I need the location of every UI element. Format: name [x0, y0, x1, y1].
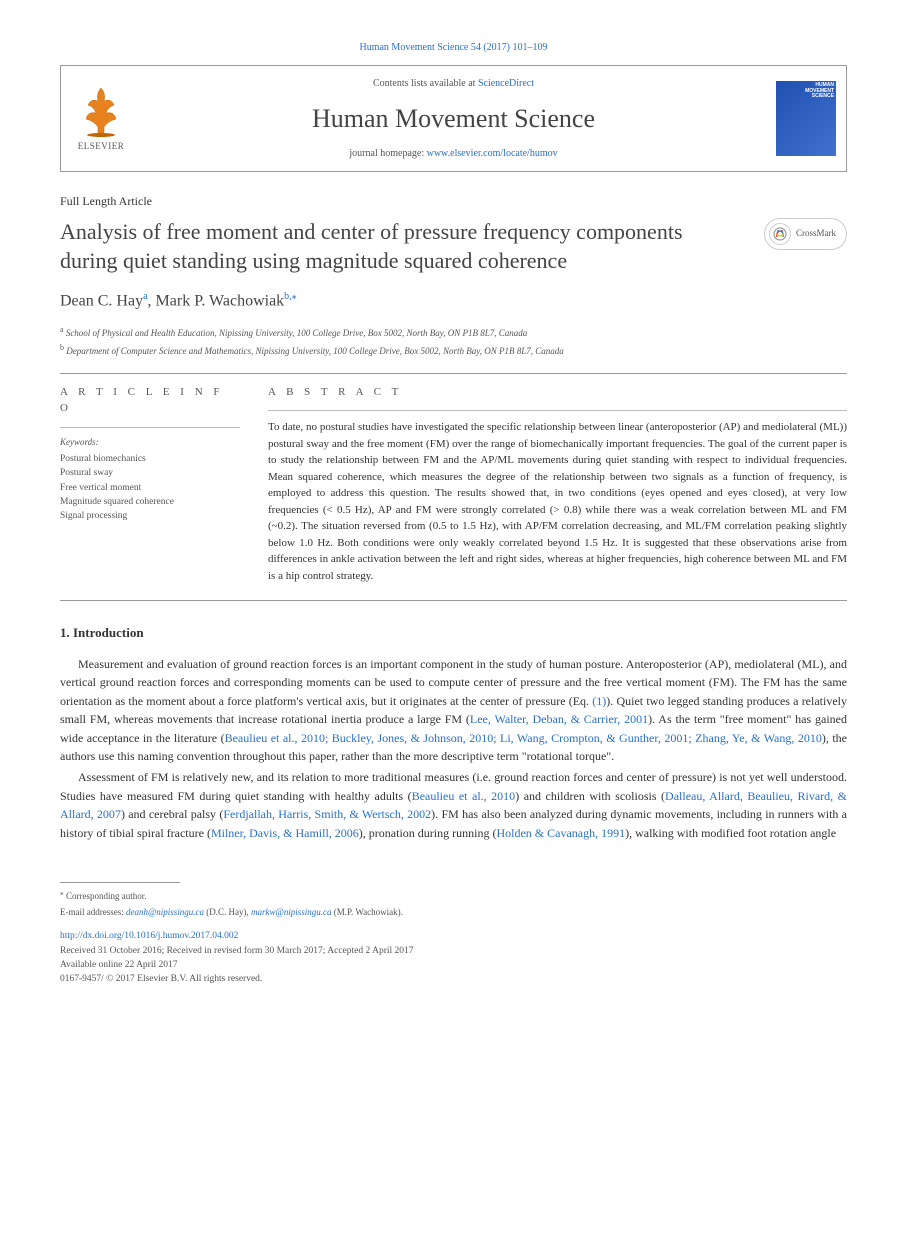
contents-list-line: Contents lists available at ScienceDirec… — [373, 76, 534, 91]
ref-lee-2001[interactable]: Lee, Walter, Deban, & Carrier, 2001 — [470, 712, 648, 726]
footnote-rule — [60, 882, 180, 883]
email-1-name: (D.C. Hay), — [204, 907, 251, 917]
ref-holden-1991[interactable]: Holden & Cavanagh, 1991 — [496, 826, 625, 840]
email-label: E-mail addresses: — [60, 907, 126, 917]
header-center: Contents lists available at ScienceDirec… — [141, 66, 766, 171]
elsevier-tree-icon — [76, 83, 126, 138]
author-sep: , — [148, 293, 156, 310]
keywords-label: Keywords: — [60, 436, 240, 450]
affiliation-a: a School of Physical and Health Educatio… — [60, 324, 847, 341]
intro-heading: 1. Introduction — [60, 623, 847, 643]
keyword-4: Signal processing — [60, 509, 240, 523]
abstract-text: To date, no postural studies have invest… — [268, 419, 847, 584]
journal-cover-block: HUMAN MOVEMENT SCIENCE — [766, 66, 846, 171]
title-row: Analysis of free moment and center of pr… — [60, 218, 847, 275]
email-2-link[interactable]: markw@nipissingu.ca — [251, 907, 332, 917]
journal-title: Human Movement Science — [312, 99, 595, 138]
email-2-name: (M.P. Wachowiak). — [332, 907, 403, 917]
p2-t3: ) and cerebral palsy ( — [121, 807, 223, 821]
publisher-name: ELSEVIER — [78, 140, 125, 154]
abstract-column: A B S T R A C T To date, no postural stu… — [268, 384, 847, 585]
p2-t5: ), pronation during running ( — [359, 826, 497, 840]
page-footer: ⁎ Corresponding author. E-mail addresses… — [60, 882, 847, 986]
email-1-link[interactable]: deanh@nipissingu.ca — [126, 907, 204, 917]
author-2-corr: ⁎ — [292, 291, 297, 302]
homepage-line: journal homepage: www.elsevier.com/locat… — [349, 146, 557, 161]
publisher-logo-block: ELSEVIER — [61, 66, 141, 171]
abstract-sub-rule — [268, 410, 847, 411]
history-line: Received 31 October 2016; Received in re… — [60, 944, 847, 958]
p2-t2: ) and children with scoliosis ( — [515, 789, 665, 803]
article-info-heading: A R T I C L E I N F O — [60, 384, 240, 417]
abstract-heading: A B S T R A C T — [268, 384, 847, 401]
journal-header: ELSEVIER Contents lists available at Sci… — [60, 65, 847, 172]
cover-line-3: SCIENCE — [805, 94, 834, 100]
corr-text: Corresponding author. — [64, 891, 147, 901]
sciencedirect-link[interactable]: ScienceDirect — [478, 78, 534, 89]
article-info-column: A R T I C L E I N F O Keywords: Postural… — [60, 384, 240, 585]
rule-above-abstract — [60, 373, 847, 374]
available-online-line: Available online 22 April 2017 — [60, 958, 847, 972]
email-line: E-mail addresses: deanh@nipissingu.ca (D… — [60, 906, 847, 920]
crossmark-label: CrossMark — [796, 227, 836, 241]
crossmark-badge[interactable]: CrossMark — [764, 218, 847, 250]
author-2: Mark P. Wachowiak — [156, 293, 285, 310]
doi-link[interactable]: http://dx.doi.org/10.1016/j.humov.2017.0… — [60, 931, 238, 941]
author-list: Dean C. Haya, Mark P. Wachowiakb,⁎ — [60, 289, 847, 313]
contents-prefix: Contents lists available at — [373, 78, 478, 89]
issn-copyright-line: 0167-9457/ © 2017 Elsevier B.V. All righ… — [60, 972, 847, 986]
article-type: Full Length Article — [60, 192, 847, 210]
info-abstract-row: A R T I C L E I N F O Keywords: Postural… — [60, 384, 847, 585]
crossmark-icon — [769, 223, 791, 245]
affil-b-text: Department of Computer Science and Mathe… — [64, 346, 564, 356]
info-sub-rule — [60, 427, 240, 428]
keyword-1: Postural sway — [60, 466, 240, 480]
affiliation-b: b Department of Computer Science and Mat… — [60, 342, 847, 359]
ref-beaulieu-2010[interactable]: Beaulieu et al., 2010 — [412, 789, 516, 803]
journal-cover-icon: HUMAN MOVEMENT SCIENCE — [776, 81, 836, 156]
author-2-affil: b, — [284, 291, 292, 302]
p2-t6: ), walking with modified foot rotation a… — [625, 826, 836, 840]
intro-para-1: Measurement and evaluation of ground rea… — [60, 655, 847, 767]
homepage-prefix: journal homepage: — [349, 148, 426, 159]
ref-beaulieu-group[interactable]: Beaulieu et al., 2010; Buckley, Jones, &… — [225, 731, 822, 745]
intro-para-2: Assessment of FM is relatively new, and … — [60, 768, 847, 842]
eq-1-link[interactable]: (1) — [592, 694, 606, 708]
corresponding-author-note: ⁎ Corresponding author. — [60, 887, 847, 904]
affil-a-text: School of Physical and Health Education,… — [64, 328, 528, 338]
page-citation: Human Movement Science 54 (2017) 101–109 — [60, 40, 847, 55]
homepage-link[interactable]: www.elsevier.com/locate/humov — [427, 148, 558, 159]
rule-below-abstract — [60, 600, 847, 601]
keyword-3: Magnitude squared coherence — [60, 495, 240, 509]
keyword-0: Postural biomechanics — [60, 452, 240, 466]
keyword-2: Free vertical moment — [60, 481, 240, 495]
author-1: Dean C. Hay — [60, 293, 143, 310]
ref-ferdjallah-2002[interactable]: Ferdjallah, Harris, Smith, & Wertsch, 20… — [223, 807, 431, 821]
article-title: Analysis of free moment and center of pr… — [60, 218, 764, 275]
ref-milner-2006[interactable]: Milner, Davis, & Hamill, 2006 — [211, 826, 359, 840]
